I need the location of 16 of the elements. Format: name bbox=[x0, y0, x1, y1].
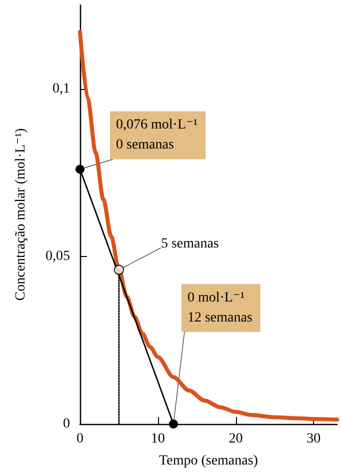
x-tick-label: 30 bbox=[306, 432, 321, 446]
line-series bbox=[78, 30, 339, 422]
annotation: 0,076 mol·L⁻¹ 0 semanas bbox=[116, 118, 198, 153]
point bbox=[168, 420, 178, 428]
y-tick-label: 0,05 bbox=[46, 248, 70, 264]
x-tick-label: 10 bbox=[150, 432, 165, 446]
x-axis-title: Tempo (semanas) bbox=[159, 454, 258, 468]
x-tick-label: 20 bbox=[228, 432, 243, 446]
point bbox=[76, 164, 84, 174]
point bbox=[114, 264, 124, 275]
annotation: 5 semanas bbox=[160, 236, 219, 252]
x-tick-label: 0 bbox=[76, 432, 84, 446]
y-axis-title: Concentração molar (mol·L⁻¹) bbox=[14, 128, 28, 301]
y-tick-label: 0 bbox=[63, 416, 70, 432]
y-tick-label: 0,1 bbox=[52, 81, 70, 96]
annotation: 0 mol·L⁻¹ 12 semanas bbox=[187, 290, 252, 326]
